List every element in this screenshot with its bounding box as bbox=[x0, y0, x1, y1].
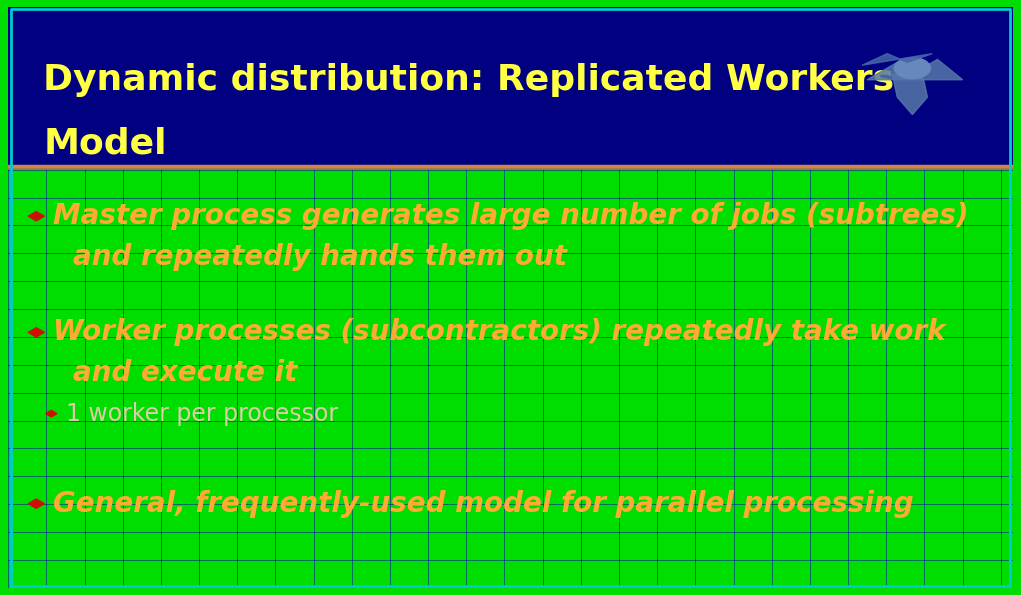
Polygon shape bbox=[29, 499, 44, 508]
Polygon shape bbox=[29, 212, 44, 221]
Text: Dynamic distribution: Replicated Workers: Dynamic distribution: Replicated Workers bbox=[43, 62, 894, 97]
Text: 1 worker per processor: 1 worker per processor bbox=[66, 402, 339, 425]
Text: Master process generates large number of jobs (subtrees): Master process generates large number of… bbox=[53, 202, 969, 230]
Polygon shape bbox=[46, 411, 57, 417]
Text: and repeatedly hands them out: and repeatedly hands them out bbox=[74, 243, 568, 271]
Circle shape bbox=[894, 58, 930, 79]
Polygon shape bbox=[892, 74, 927, 115]
Bar bbox=[8, 7, 1013, 170]
Text: Worker processes (subcontractors) repeatedly take work: Worker processes (subcontractors) repeat… bbox=[53, 318, 946, 346]
Text: and execute it: and execute it bbox=[74, 359, 298, 387]
Text: General, frequently-used model for parallel processing: General, frequently-used model for paral… bbox=[53, 490, 914, 518]
Polygon shape bbox=[867, 60, 963, 80]
Text: Model: Model bbox=[43, 127, 166, 161]
Polygon shape bbox=[29, 328, 44, 337]
Polygon shape bbox=[862, 54, 932, 65]
